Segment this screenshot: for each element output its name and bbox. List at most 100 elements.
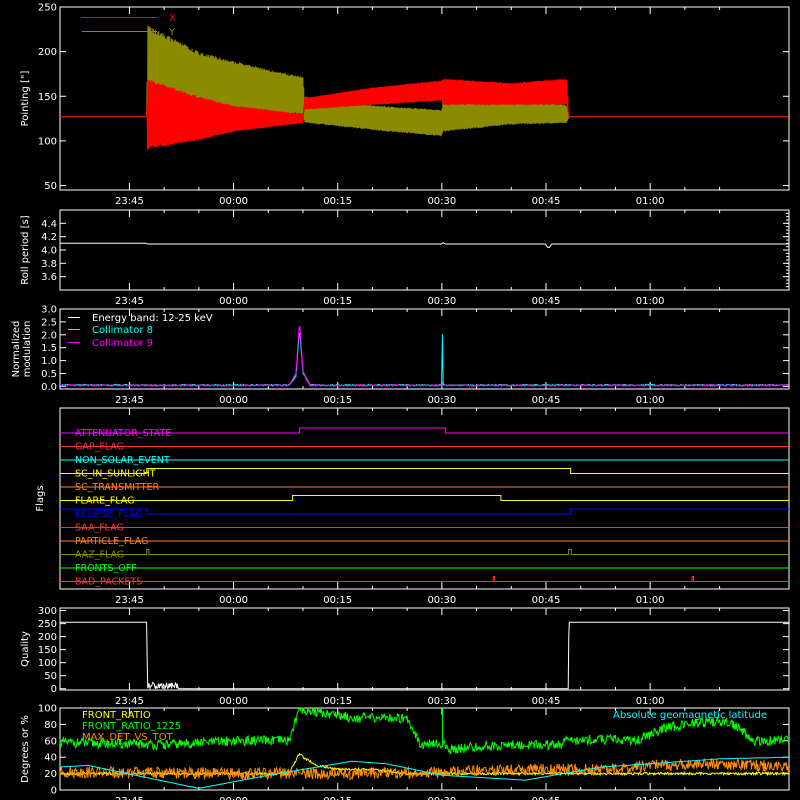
modulation-ytick-label: 0.5	[41, 369, 57, 380]
ratios-ytick-label: 80	[44, 720, 57, 731]
pointing-tick-label: 23:45	[115, 196, 144, 207]
flag-label-flare-flag: FLARE_FLAG	[75, 496, 135, 507]
ratios-tick-label: 00:45	[532, 796, 561, 800]
flags-tick-label: 00:00	[219, 595, 248, 606]
flag-label-sc-transmitter: SC_TRANSMITTER	[75, 482, 160, 493]
flags-tick-label: 00:45	[532, 595, 561, 606]
roll-tick-label: 23:45	[115, 296, 144, 307]
flag-label-particle-flag: PARTICLE_FLAG	[75, 536, 148, 547]
pointing-ytick-label: 200	[38, 47, 57, 58]
pointing-tick-label: 01:00	[636, 196, 665, 207]
modulation-legend-band: Energy band: 12-25 keV	[92, 313, 213, 324]
roll-ytick-label: 3.6	[41, 272, 57, 283]
ratios-tick-label: 23:45	[115, 796, 144, 800]
roll-ytick-label: 4.0	[41, 246, 57, 257]
flag-label-aaz-flag: AAZ_FLAG	[75, 550, 124, 561]
flag-line-aaz-flag	[60, 549, 789, 555]
ratios-tick-label: 01:00	[636, 796, 665, 800]
ratios-ytick-label: 0	[51, 786, 57, 797]
pointing-ytick-label: 50	[44, 181, 57, 192]
roll-frame	[59, 209, 790, 291]
modulation-legend-coll8: Collimator 8	[92, 325, 153, 336]
modulation-tick-label: 00:45	[532, 395, 561, 406]
ratios-series-front-ratio	[59, 752, 790, 777]
ratios-legend-geomagnetic: Absolute geomagnetic latitude	[613, 710, 767, 721]
flag-line-sc-in-sunlight	[60, 468, 789, 474]
roll-tick-label: 00:45	[532, 296, 561, 307]
ratios-tick-label: 00:30	[427, 796, 456, 800]
roll-ytick-label: 4.4	[41, 219, 57, 230]
quality-tick-label: 00:00	[219, 696, 248, 707]
ratios-ytick-label: 20	[44, 769, 57, 780]
pointing-tick-label: 00:00	[219, 196, 248, 207]
flag-label-sc-in-sunlight: SC_IN_SUNLIGHT	[75, 469, 156, 480]
roll-tick-label: 00:00	[219, 296, 248, 307]
quality-tick-label: 23:45	[115, 696, 144, 707]
flag-label-eclipse-flag: ECLIPSE_FLAG	[75, 509, 143, 520]
roll-tick-label: 00:15	[323, 296, 352, 307]
ratios-ylabel: Degrees or %	[20, 715, 31, 783]
quality-ytick-label: 150	[38, 645, 57, 656]
flag-line-attenuator-state	[60, 427, 789, 434]
pointing-tick-label: 00:15	[323, 196, 352, 207]
ratios-legend-front-ratio: FRONT_RATIO	[82, 710, 151, 721]
flags-tick-label: 00:30	[427, 595, 456, 606]
modulation-ylabel: Normalizedmodulation	[11, 321, 33, 378]
quality-tick-label: 00:45	[532, 696, 561, 707]
pointing-legend-x: X	[169, 13, 176, 24]
quality-tick-label: 01:00	[636, 696, 665, 707]
ratios-ytick-label: 100	[38, 704, 57, 715]
modulation-ytick-label: 2.5	[41, 317, 57, 328]
quality-ytick-label: 100	[38, 658, 57, 669]
flag-label-gap-flag: GAP_FLAG	[75, 442, 124, 453]
pointing-tick-label: 00:30	[427, 196, 456, 207]
flags-tick-label: 00:15	[323, 595, 352, 606]
pointing-frame	[59, 6, 790, 191]
quality-ytick-label: 300	[38, 606, 57, 617]
ratios-tick-label: 00:00	[219, 796, 248, 800]
modulation-ytick-label: 1.5	[41, 343, 57, 354]
pointing-series-x	[60, 78, 789, 150]
flags-tick-label: 01:00	[636, 595, 665, 606]
quality-tick-label: 00:15	[323, 696, 352, 707]
roll-tick-label: 01:00	[636, 296, 665, 307]
ratios-series-max-det-vs-tot	[59, 757, 790, 782]
modulation-ytick-label: 1.0	[41, 356, 57, 367]
roll-ytick-label: 4.2	[41, 232, 57, 243]
flag-line-eclipse-flag	[60, 508, 789, 515]
quality-ytick-label: 0	[51, 684, 57, 695]
ratios-series-absolute-geomagnetic-latitude	[59, 756, 790, 789]
quality-ylabel: Quality	[20, 631, 31, 667]
flag-label-attenuator-state: ATTENUATOR_STATE	[75, 428, 171, 439]
ratios-tick-label: 00:15	[323, 796, 352, 800]
quality-ytick-label: 50	[44, 671, 57, 682]
flag-label-bad-packets: BAD_PACKETS	[75, 577, 142, 588]
modulation-ytick-label: 0.0	[41, 382, 57, 393]
pointing-legend-y: Y	[168, 27, 176, 38]
modulation-tick-label: 00:00	[219, 395, 248, 406]
flag-line-flare-flag	[60, 495, 789, 501]
modulation-series-collimator-8	[59, 332, 789, 387]
flag-label-non-solar-event: NON_SOLAR_EVENT	[75, 455, 170, 466]
pointing-tick-label: 00:45	[532, 196, 561, 207]
flags-ylabel: Flags	[35, 485, 46, 511]
ratios-frame	[59, 707, 790, 791]
modulation-tick-label: 23:45	[115, 395, 144, 406]
modulation-legend-coll9: Collimator 9	[92, 338, 153, 349]
flag-label-fronts-off: FRONTS_OFF	[75, 563, 137, 574]
pointing-ytick-label: 100	[38, 136, 57, 147]
modulation-ytick-label: 3.0	[41, 305, 57, 316]
ratios-legend-front-ratio-1225: FRONT_RATIO_1225	[82, 721, 181, 732]
flag-label-saa-flag: SAA_FLAG	[75, 523, 124, 534]
pointing-ytick-label: 250	[38, 3, 57, 14]
quality-ytick-label: 250	[38, 619, 57, 630]
modulation-frame	[59, 308, 790, 390]
pointing-ytick-label: 150	[38, 92, 57, 103]
quality-frame	[59, 607, 790, 691]
flag-line-bad-packets	[60, 576, 789, 582]
pointing-ylabel: Pointing ["]	[20, 70, 31, 126]
quality-series	[60, 621, 789, 691]
quality-tick-label: 00:30	[427, 696, 456, 707]
flags-frame	[59, 407, 790, 590]
